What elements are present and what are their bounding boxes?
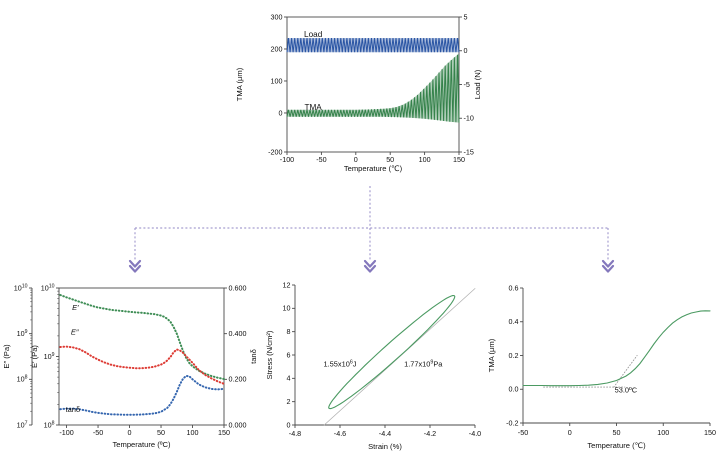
x-tick-label: -4.2 bbox=[424, 429, 436, 438]
right-tick-label: 0.000 bbox=[229, 420, 247, 429]
left-tick-label: 0.6 bbox=[509, 283, 519, 292]
right-tick-label: 0.600 bbox=[229, 283, 247, 292]
left-tick-label: 4 bbox=[287, 374, 291, 383]
outer-axis-title: E″ (Pa) bbox=[2, 344, 11, 369]
x-axis-title: Temperature (ºC) bbox=[112, 440, 171, 449]
annotation: TMA bbox=[304, 103, 322, 112]
x-tick-label: -4.6 bbox=[334, 429, 346, 438]
x-tick-label: -4.4 bbox=[379, 429, 391, 438]
series-onset-tangent bbox=[613, 355, 638, 388]
plot-frame bbox=[58, 287, 225, 426]
series-E′ bbox=[59, 294, 225, 380]
right-tick-label: 0.200 bbox=[229, 375, 247, 384]
tma-expansion-chart: -50 0 50 100 150 Temperature (℃) 0.6 0.4 0.2 0.0 -… bbox=[487, 283, 716, 450]
annotation: tanδ bbox=[66, 405, 81, 414]
left-tick-label: 2 bbox=[287, 397, 291, 406]
series-Load bbox=[286, 38, 460, 53]
x-tick-label: 0 bbox=[568, 428, 572, 437]
right-tick-label: 5 bbox=[464, 12, 468, 21]
x-tick-label: -50 bbox=[93, 428, 103, 437]
annotation: 1.55x106J bbox=[324, 360, 357, 369]
right-tick-label: 0.400 bbox=[229, 329, 247, 338]
x-axis-title: Temperature (℃) bbox=[587, 441, 646, 450]
inner-axis-title: E′ (Pa) bbox=[30, 345, 39, 368]
inner-tick-label: 1010 bbox=[41, 283, 55, 292]
x-axis-title: Temperature (℃) bbox=[344, 164, 403, 173]
x-tick-label: -100 bbox=[59, 428, 73, 437]
left-tick-label: -0.2 bbox=[506, 418, 518, 427]
annotation: Load bbox=[304, 30, 323, 39]
stress-strain-loop-chart: -4.8 -4.6 -4.4 -4.2 -4.0 Strain (%) 12 10 8 6 4 2 0 S… bbox=[265, 280, 481, 451]
outer-tick-label: 108 bbox=[17, 375, 28, 384]
x-tick-label: 150 bbox=[704, 428, 716, 437]
band-TMA bbox=[287, 53, 459, 123]
left-tick-label: 12 bbox=[283, 280, 291, 289]
arrowhead-chevron-icon bbox=[363, 259, 377, 268]
x-tick-label: 100 bbox=[657, 428, 669, 437]
left-tick-label: -200 bbox=[268, 147, 282, 156]
x-tick-label: -4.8 bbox=[289, 429, 301, 438]
x-tick-label: 100 bbox=[419, 155, 431, 164]
left-tick-label: 200 bbox=[271, 44, 283, 53]
right-axis-title: tanδ bbox=[249, 349, 258, 364]
inner-tick-label: 109 bbox=[44, 352, 55, 361]
series-hysteresis-loop bbox=[328, 294, 456, 410]
series-TMA bbox=[286, 54, 460, 123]
dynamic-moduli-chart: -100 -50 0 50 100 150 Temperature (ºC) 1010 109 1… bbox=[2, 283, 258, 449]
left-tick-label: 0 bbox=[287, 420, 291, 429]
right-tick-label: -10 bbox=[464, 114, 474, 123]
x-tick-label: 50 bbox=[386, 155, 394, 164]
left-axis-title: TMA (μm) bbox=[235, 67, 244, 101]
arrowhead-chevron-icon bbox=[128, 259, 142, 268]
annotation: 53.0ºC bbox=[615, 386, 638, 395]
left-tick-label: 0.4 bbox=[509, 317, 519, 326]
outer-tick-label: 1010 bbox=[14, 283, 28, 292]
plot-frame bbox=[294, 285, 475, 426]
x-tick-label: 150 bbox=[218, 428, 230, 437]
x-tick-label: 100 bbox=[187, 428, 199, 437]
arrowhead-chevron-icon bbox=[601, 259, 615, 268]
x-tick-label: -50 bbox=[518, 428, 528, 437]
x-tick-label: 50 bbox=[613, 428, 621, 437]
left-tick-label: 0.0 bbox=[509, 385, 519, 394]
x-axis-title: Strain (%) bbox=[368, 442, 402, 451]
series-tanδ bbox=[59, 374, 225, 416]
left-tick-label: 10 bbox=[283, 304, 291, 313]
tma-expansion-content: -50 0 50 100 150 Temperature (℃) 0.6 0.4 0.2 0.0 -… bbox=[487, 283, 716, 450]
left-tick-label: 100 bbox=[271, 76, 283, 85]
annotation: 1.77x109Pa bbox=[404, 360, 443, 369]
arrowhead-chevron-icon bbox=[128, 264, 142, 273]
right-axis-title: Load (N) bbox=[473, 69, 482, 99]
outer-tick-label: 107 bbox=[17, 420, 28, 429]
left-axis-title: TMA (μm) bbox=[487, 338, 496, 372]
x-tick-label: 50 bbox=[157, 428, 165, 437]
dynamic-moduli-content: -100 -50 0 50 100 150 Temperature (ºC) 1010 109 1… bbox=[2, 283, 258, 449]
left-tick-label: 0 bbox=[279, 108, 283, 117]
x-tick-label: 0 bbox=[354, 155, 358, 164]
series-tma-curve bbox=[522, 310, 711, 387]
inner-tick-label: 108 bbox=[44, 420, 55, 429]
x-tick-label: 150 bbox=[453, 155, 465, 164]
x-tick-label: -50 bbox=[316, 155, 326, 164]
stress-strain-loop-content: -4.8 -4.6 -4.4 -4.2 -4.0 Strain (%) 12 10 8 6 4 2 0 S… bbox=[265, 280, 481, 451]
left-tick-label: 6 bbox=[287, 350, 291, 359]
plot-frame bbox=[522, 288, 710, 424]
x-tick-label: -4.0 bbox=[469, 429, 481, 438]
left-tick-label: 8 bbox=[287, 327, 291, 336]
series-E″ bbox=[59, 345, 225, 385]
right-tick-label: -5 bbox=[464, 80, 470, 89]
x-tick-label: 0 bbox=[128, 428, 132, 437]
left-tick-label: 0.2 bbox=[509, 351, 519, 360]
left-tick-label: 300 bbox=[271, 12, 283, 21]
x-tick-label: -100 bbox=[280, 155, 294, 164]
annotation: E″ bbox=[71, 328, 79, 337]
annotation: E′ bbox=[72, 303, 79, 312]
right-tick-label: 0 bbox=[464, 46, 468, 55]
outer-tick-label: 109 bbox=[17, 329, 28, 338]
left-axis-title: Stress (N/cm²) bbox=[265, 330, 274, 379]
right-tick-label: -15 bbox=[464, 147, 474, 156]
